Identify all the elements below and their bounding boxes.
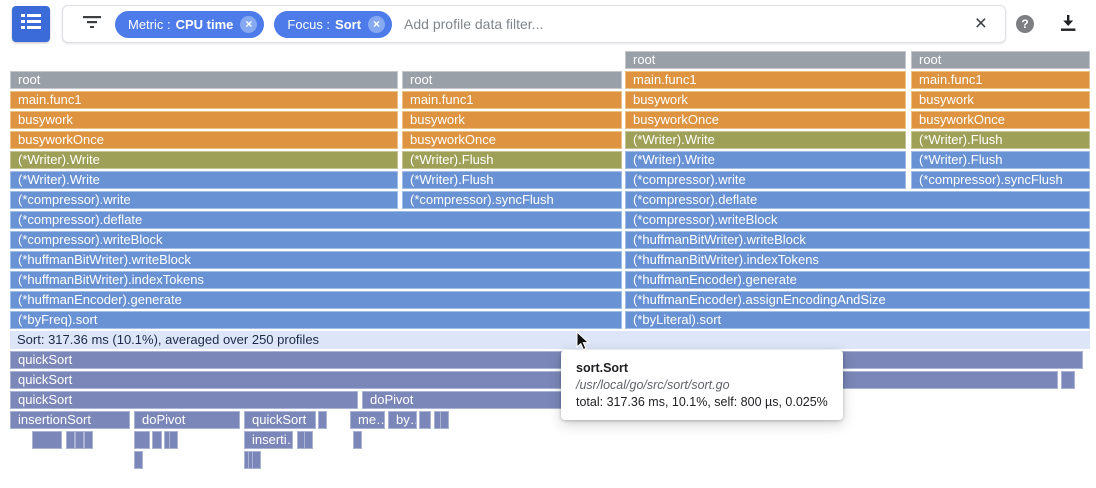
flame-frame[interactable]: busywork	[402, 111, 622, 129]
tooltip-source-path: /usr/local/go/src/sort/sort.go	[576, 378, 730, 392]
flame-frame[interactable]: quickSort	[10, 391, 358, 409]
flame-frame[interactable]: (*Writer).Flush	[911, 131, 1090, 149]
flame-frame[interactable]: busyworkOnce	[911, 111, 1090, 129]
flame-frame[interactable]: (*huffmanBitWriter).writeBlock	[625, 231, 1090, 249]
chip-label: Focus :	[287, 16, 331, 32]
flame-frame[interactable]: (*huffmanEncoder).assignEncodingAndSize	[625, 291, 1090, 309]
flame-frame[interactable]: (*huffmanBitWriter).writeBlock	[10, 251, 622, 269]
toolbar: Metric : CPU time × Focus : Sort × × ?	[0, 0, 1096, 48]
flame-frame[interactable]: busywork	[625, 91, 906, 109]
flame-frame[interactable]: (*compressor).deflate	[10, 211, 622, 229]
flame-frame[interactable]	[353, 431, 362, 449]
close-icon[interactable]: ×	[240, 15, 258, 33]
flame-frame[interactable]: by…	[388, 411, 417, 429]
flame-frame[interactable]: busyworkOnce	[625, 111, 906, 129]
flame-frame[interactable]: quickSort	[244, 411, 316, 429]
filter-chip-metric[interactable]: Metric : CPU time ×	[115, 10, 265, 38]
flame-frame[interactable]: (*Writer).Flush	[402, 151, 622, 169]
flame-frame[interactable]: (*compressor).write	[10, 191, 398, 209]
flame-frame[interactable]	[304, 431, 313, 449]
flame-frame[interactable]	[84, 431, 93, 449]
tooltip-stats: total: 317.36 ms, 10.1%, self: 800 µs, 0…	[576, 395, 828, 409]
flame-frame[interactable]: (*compressor).write	[625, 171, 906, 189]
flame-frame[interactable]: busyworkOnce	[10, 131, 398, 149]
flame-frame[interactable]: (*compressor).syncFlush	[911, 171, 1090, 189]
view-list-icon	[21, 13, 41, 35]
flame-frame[interactable]: quickSort	[10, 371, 1058, 389]
tooltip-function-name: sort.Sort	[576, 361, 629, 375]
flame-frame[interactable]	[134, 431, 150, 449]
flame-frame[interactable]: busyworkOnce	[402, 131, 622, 149]
flame-frame[interactable]	[1061, 371, 1075, 389]
close-icon[interactable]: ×	[368, 15, 386, 33]
flame-frame[interactable]: main.func1	[10, 91, 398, 109]
filter-bar[interactable]: Metric : CPU time × Focus : Sort × ×	[62, 5, 1006, 43]
chip-value: CPU time	[175, 16, 234, 32]
flame-frame[interactable]	[252, 451, 261, 469]
flame-frame[interactable]: quickSort	[10, 351, 1083, 369]
flame-frame[interactable]: root	[402, 71, 622, 89]
download-icon[interactable]	[1060, 15, 1076, 37]
clear-filters-button[interactable]: ×	[974, 12, 987, 35]
mouse-cursor-icon	[576, 330, 591, 357]
flame-frame[interactable]	[169, 431, 178, 449]
flame-frame[interactable]	[75, 431, 84, 449]
help-icon[interactable]: ?	[1016, 15, 1034, 33]
flame-frame[interactable]: (*huffmanEncoder).generate	[625, 271, 1090, 289]
frame-tooltip: sort.Sort /usr/local/go/src/sort/sort.go…	[561, 350, 843, 420]
flame-frame[interactable]	[440, 411, 449, 429]
flame-frame[interactable]: (*Writer).Flush	[402, 171, 622, 189]
flame-frame[interactable]: (*Writer).Write	[625, 131, 906, 149]
flame-frame[interactable]: main.func1	[911, 71, 1090, 89]
flame-frame[interactable]: (*compressor).syncFlush	[402, 191, 622, 209]
flame-frame[interactable]: (*Writer).Write	[625, 151, 906, 169]
flame-frame[interactable]: root	[10, 71, 398, 89]
flame-frame[interactable]: (*huffmanBitWriter).indexTokens	[625, 251, 1090, 269]
filter-input[interactable]	[402, 15, 969, 33]
chip-label: Metric :	[128, 16, 171, 32]
flame-frame[interactable]: root	[625, 51, 906, 69]
chip-value: Sort	[335, 16, 362, 32]
flame-frame[interactable]	[318, 411, 327, 429]
flame-frame[interactable]: (*byLiteral).sort	[625, 311, 1090, 329]
flame-frame[interactable]: main.func1	[402, 91, 622, 109]
flame-frame[interactable]: root	[911, 51, 1090, 69]
flame-frame[interactable]: (*byFreq).sort	[10, 311, 622, 329]
flame-frame[interactable]: (*Writer).Write	[10, 171, 398, 189]
flame-frame[interactable]: busywork	[911, 91, 1090, 109]
flame-frame[interactable]: busywork	[10, 111, 398, 129]
flame-frame[interactable]: (*huffmanBitWriter).indexTokens	[10, 271, 622, 289]
flame-frame[interactable]: (*huffmanEncoder).generate	[10, 291, 622, 309]
flame-frame[interactable]: (*compressor).writeBlock	[10, 231, 622, 249]
flame-frame[interactable]	[419, 411, 431, 429]
flame-frame[interactable]: me…	[350, 411, 385, 429]
flame-frame[interactable]	[66, 431, 75, 449]
filter-list-icon	[83, 15, 101, 33]
flame-frame[interactable]	[32, 431, 62, 449]
flame-frame[interactable]: inserti…	[244, 431, 293, 449]
filter-chip-focus[interactable]: Focus : Sort ×	[274, 10, 393, 38]
flame-frame[interactable]: (*compressor).deflate	[625, 191, 1090, 209]
flame-frame[interactable]	[152, 431, 162, 449]
flame-frame[interactable]: (*Writer).Flush	[911, 151, 1090, 169]
flame-frame[interactable]: (*compressor).writeBlock	[625, 211, 1090, 229]
menu-button[interactable]	[12, 6, 50, 42]
flame-frame[interactable]	[134, 451, 143, 469]
selected-frame-summary[interactable]: Sort: 317.36 ms (10.1%), averaged over 2…	[10, 331, 1090, 349]
flame-frame[interactable]: (*Writer).Write	[10, 151, 398, 169]
flame-frame[interactable]: insertionSort	[10, 411, 130, 429]
flame-frame[interactable]: doPivot	[134, 411, 240, 429]
flame-frame[interactable]: main.func1	[625, 71, 906, 89]
